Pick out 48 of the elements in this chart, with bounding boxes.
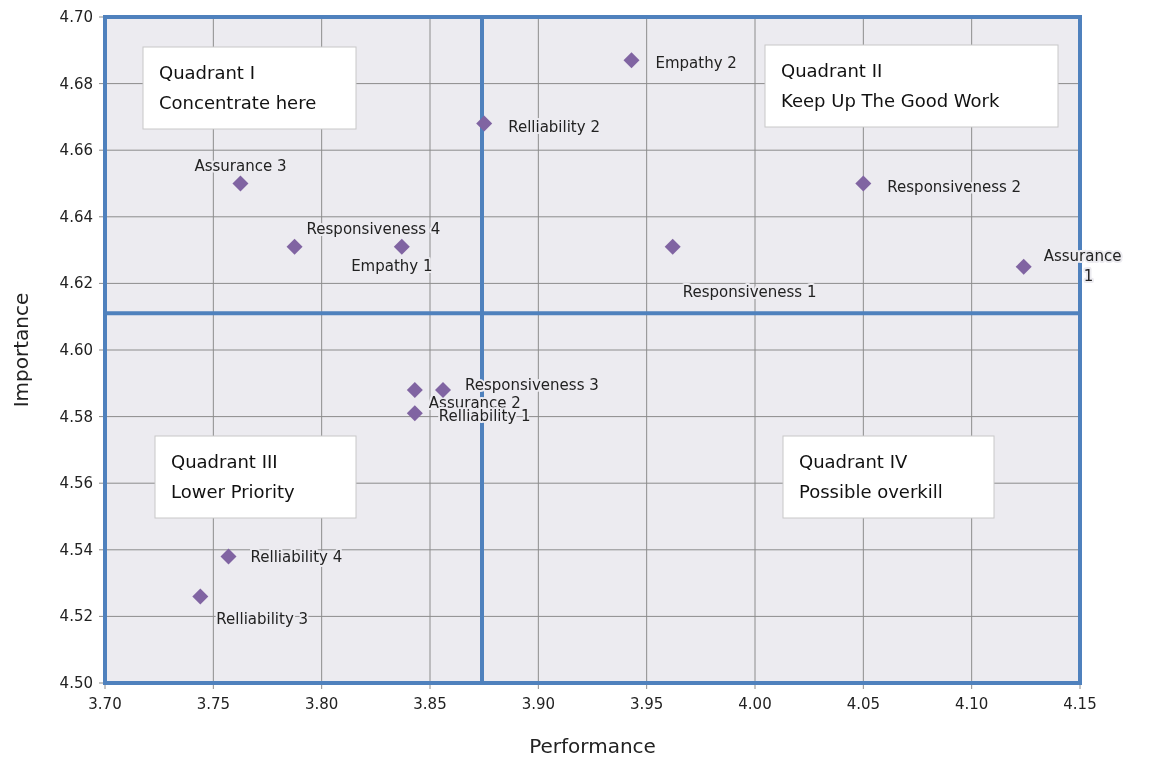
point <box>855 175 872 192</box>
annotation: Quadrant I Concentrate here <box>159 62 317 113</box>
y-tick-label: 4.58 <box>59 407 93 426</box>
point <box>406 405 423 422</box>
y-tick-label: 4.60 <box>59 341 93 359</box>
y-tick-label: 4.50 <box>59 674 93 692</box>
annotation: Assurance 3 <box>194 156 287 175</box>
y-tick-label: 4.52 <box>59 607 93 626</box>
x-tick-label: 4.00 <box>738 695 772 713</box>
x-axis-title: Performance <box>529 734 656 758</box>
annotation: Relliability 4 <box>250 548 343 567</box>
x-tick-label: 4.15 <box>1063 695 1097 713</box>
annotation: Responsiveness 1 <box>682 282 817 301</box>
annotation: Quadrant II Keep Up The Good Work <box>781 60 1000 111</box>
y-tick-label: 4.68 <box>59 74 93 93</box>
annotation: Empathy 2 <box>655 54 737 73</box>
annotation: Responsiveness 2 <box>887 177 1022 196</box>
point <box>286 238 303 255</box>
x-tick-label: 3.80 <box>304 695 339 713</box>
x-tick-label: 4.05 <box>846 695 881 713</box>
point <box>232 175 249 192</box>
x-tick-label: 3.85 <box>413 695 447 713</box>
annotation: Relliability 3 <box>216 610 309 629</box>
y-tick-label: 4.64 <box>59 207 93 226</box>
x-tick-label: 3.75 <box>196 695 231 713</box>
annotation: Empathy 1 <box>351 256 433 275</box>
x-tick-label: 3.95 <box>629 695 664 713</box>
y-tick-label: 4.56 <box>59 474 93 493</box>
point <box>664 238 681 255</box>
x-tick-label: 4.10 <box>954 695 989 713</box>
point <box>623 52 640 69</box>
point <box>406 381 423 398</box>
point <box>220 548 237 565</box>
x-tick-label: 3.90 <box>521 695 556 713</box>
y-tick-label: 4.54 <box>59 540 93 559</box>
y-tick-label: 4.62 <box>59 274 93 293</box>
point <box>476 115 493 132</box>
y-tick-label: 4.70 <box>59 8 93 26</box>
annotation: Relliability 2 <box>508 117 600 136</box>
x-tick-label: 3.70 <box>88 695 122 713</box>
point <box>1015 258 1032 275</box>
y-axis-title: Importance <box>9 292 33 408</box>
annotation: Quadrant III Lower Priority <box>171 451 296 502</box>
point <box>192 588 209 605</box>
annotation: Quadrant IV Possible overkill <box>799 451 943 502</box>
y-tick-label: 4.66 <box>59 141 93 160</box>
point <box>393 238 410 255</box>
annotation: Responsiveness 4 <box>306 219 441 238</box>
